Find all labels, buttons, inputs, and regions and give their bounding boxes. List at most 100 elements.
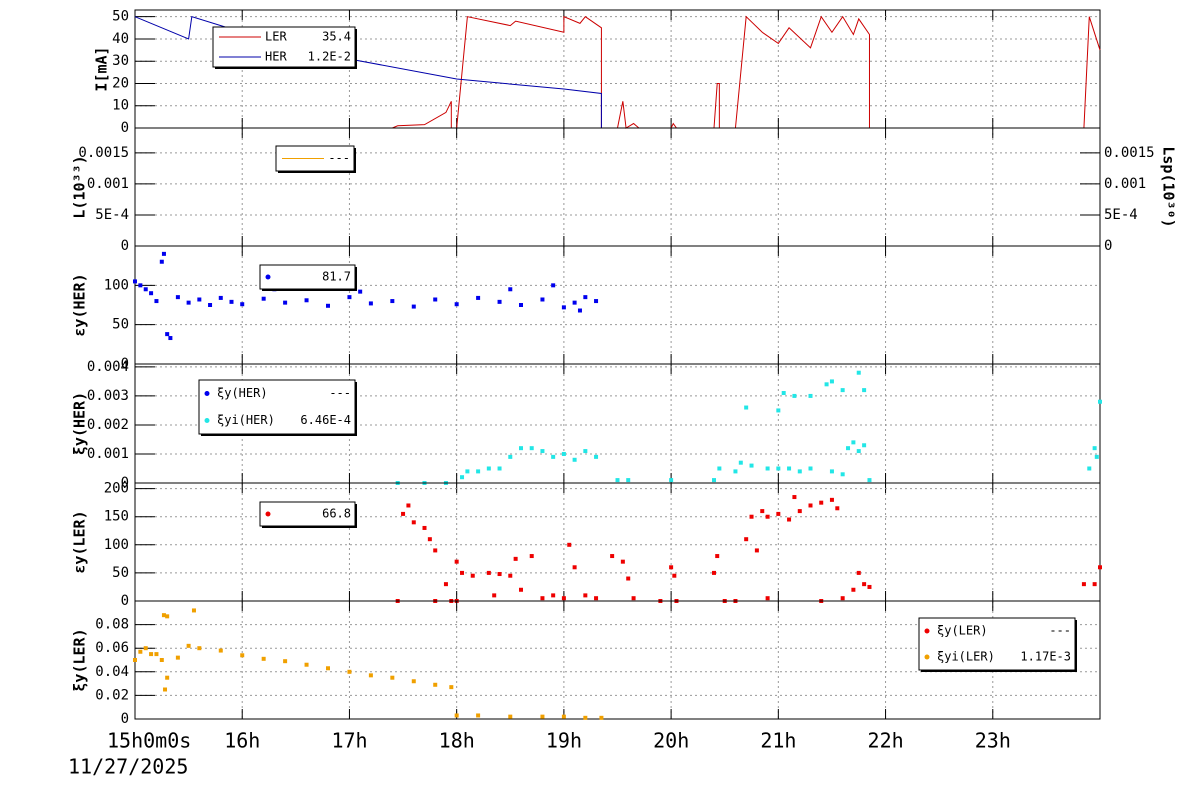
legend (918, 617, 1076, 671)
point (529, 446, 534, 451)
y-tick-label: 0 (121, 356, 129, 372)
point (165, 332, 170, 337)
point (486, 466, 491, 471)
point (218, 295, 223, 300)
point (776, 408, 781, 413)
point (669, 478, 674, 483)
point (433, 682, 438, 687)
point (797, 509, 802, 514)
point (261, 656, 266, 661)
point (1092, 446, 1097, 451)
point (508, 573, 513, 578)
point (449, 685, 454, 690)
legend-value: 35.4 (322, 30, 351, 44)
panel-frame (134, 482, 1101, 602)
point (240, 302, 245, 307)
point (760, 509, 765, 514)
point (460, 570, 465, 575)
x-tick-label: 17h (331, 729, 367, 753)
point (715, 554, 720, 559)
legend-label: HER (265, 50, 287, 64)
y-tick-label: 50 (112, 565, 129, 581)
point (218, 648, 223, 653)
legend-value: 66.8 (322, 507, 351, 521)
date-label: 11/27/2025 (68, 755, 188, 779)
point (138, 283, 143, 288)
y-axis-label: εy(LER) (71, 510, 89, 573)
y-axis-label: ξy(HER) (71, 392, 89, 455)
point (829, 379, 834, 384)
y-tick-label: 0.002 (87, 417, 129, 433)
point (835, 506, 840, 511)
point (159, 658, 164, 662)
point (824, 382, 829, 387)
point (672, 573, 677, 578)
point (626, 478, 631, 483)
point (326, 303, 330, 308)
point (486, 570, 491, 575)
point (191, 608, 196, 613)
y2-axis-label: Lsp(10³⁰) (1160, 146, 1178, 227)
point (208, 303, 213, 307)
legend-swatch (924, 628, 930, 634)
legend (259, 264, 356, 290)
legend-swatch (265, 274, 271, 280)
point (572, 300, 577, 305)
point (165, 614, 170, 619)
y-tick-label: 0.001 (87, 176, 129, 192)
point (497, 572, 502, 577)
point (427, 537, 432, 542)
point (390, 675, 395, 680)
y-tick-label: 5E-4 (95, 207, 129, 223)
point (594, 596, 599, 601)
point (856, 449, 861, 454)
point (261, 296, 266, 301)
point (1098, 399, 1102, 404)
y-tick-label: 40 (112, 31, 129, 47)
point (610, 554, 615, 559)
y2-tick-label: 0 (1104, 238, 1112, 254)
point (433, 297, 438, 302)
point (411, 679, 416, 684)
point (154, 299, 159, 304)
point (765, 596, 770, 601)
point (443, 582, 448, 587)
legend-label: LER (265, 30, 287, 44)
point (583, 295, 588, 300)
point (561, 596, 566, 601)
point (620, 559, 625, 564)
point (808, 466, 813, 471)
point (347, 669, 352, 674)
point (165, 675, 170, 680)
point (862, 582, 867, 587)
legend-value: 1.17E-3 (1020, 650, 1071, 664)
legend-value: 81.7 (322, 270, 351, 284)
y2-tick-label: 0.001 (1104, 176, 1146, 192)
panel-frame (134, 245, 1101, 365)
point (149, 652, 154, 657)
point (283, 300, 288, 305)
point (1087, 466, 1092, 471)
point (368, 301, 373, 306)
point (851, 587, 856, 592)
point (401, 511, 406, 516)
point (862, 388, 867, 393)
point (583, 449, 588, 454)
legend-value: --- (328, 151, 350, 165)
point (304, 662, 309, 667)
y-tick-label: 0 (121, 475, 129, 491)
point (154, 652, 159, 657)
point (776, 466, 781, 471)
y-tick-label: 50 (112, 9, 129, 25)
point (508, 287, 513, 292)
point (787, 517, 792, 522)
point (669, 565, 674, 570)
point (840, 472, 845, 477)
point (867, 584, 872, 589)
x-tick-label: 22h (868, 729, 904, 753)
y-axis-label: ξy(LER) (71, 628, 89, 691)
x-tick-label: 19h (546, 729, 582, 753)
point (476, 469, 481, 474)
point (411, 520, 416, 525)
point (519, 303, 523, 307)
